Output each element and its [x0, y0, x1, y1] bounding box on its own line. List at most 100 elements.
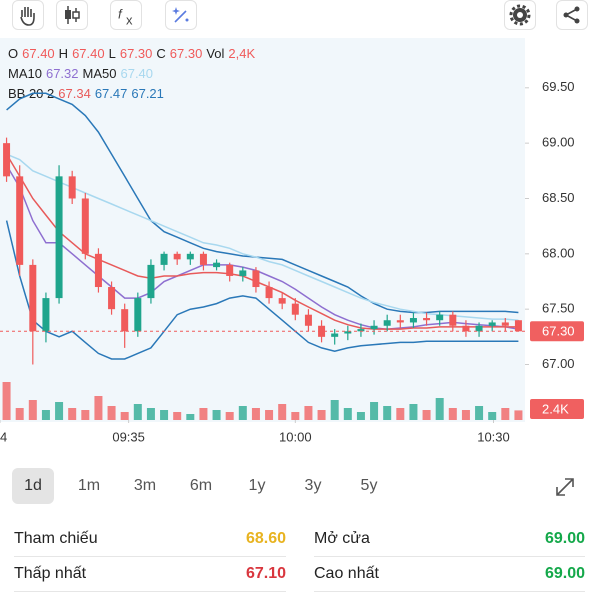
- volume-bar: [422, 410, 431, 420]
- volume-bar: [238, 406, 247, 420]
- volume-bar: [173, 412, 182, 420]
- bb-lower: [5, 220, 519, 360]
- volume-bar: [304, 406, 313, 420]
- stat-label: Tham chiếu: [14, 530, 98, 547]
- period-tab[interactable]: 3m: [133, 477, 157, 494]
- candle-body: [108, 287, 116, 310]
- stat-row: Thấp nhất 67.10: [14, 557, 286, 592]
- volume-bar: [2, 382, 11, 420]
- volume-bar: [343, 408, 352, 420]
- volume-bar: [15, 408, 24, 420]
- candle-body: [462, 325, 470, 332]
- stat-value: 68.60: [245, 530, 286, 547]
- candle-body: [68, 176, 76, 199]
- period-tabs: 1d 1m 3m 6m 1y 3y 5y: [12, 462, 592, 506]
- volume-bar: [291, 412, 300, 420]
- share-button[interactable]: [556, 0, 588, 30]
- candle-tool[interactable]: [56, 0, 88, 30]
- candle-body: [239, 270, 247, 276]
- y-tick-label: 68.50: [542, 190, 575, 205]
- y-tick-label: 67.50: [542, 301, 575, 316]
- stat-value: 67.10: [245, 565, 286, 582]
- candle-body: [501, 322, 509, 326]
- legend-item: C: [156, 46, 165, 61]
- candle-body: [121, 309, 129, 332]
- volume-bar: [160, 410, 169, 420]
- period-tab[interactable]: 1m: [77, 477, 101, 494]
- x-tick-label: 4: [0, 429, 7, 444]
- period-tab[interactable]: 6m: [189, 477, 213, 494]
- volume-bar: [317, 410, 326, 420]
- legend-item: MA50: [83, 66, 117, 81]
- legend-item: 67.30: [170, 46, 203, 61]
- period-tab[interactable]: 5y: [360, 477, 378, 494]
- volume-bar: [383, 406, 392, 420]
- stat-label: Mở cửa: [314, 530, 370, 547]
- volume-bar: [435, 398, 444, 420]
- candle-body: [357, 329, 365, 332]
- period-tab[interactable]: 1d: [12, 468, 54, 504]
- volume-bar: [330, 400, 339, 420]
- stat-value: 69.00: [544, 565, 585, 582]
- volume-bar: [28, 400, 37, 420]
- x-tick-label: 09:35: [112, 429, 145, 444]
- candle-body: [436, 314, 444, 321]
- volume-bar: [81, 410, 90, 420]
- candle-body: [16, 176, 24, 265]
- legend-item: 67.21: [131, 86, 164, 101]
- volume-bar: [501, 408, 510, 420]
- ohlc-legend: O 67.40 H 67.40 L 67.30 C 67.30 Vol 2,4K: [8, 46, 255, 61]
- candle-body: [55, 176, 63, 299]
- volume-bar: [448, 408, 457, 420]
- ma-line: [5, 164, 519, 330]
- stat-row: Tham chiếu 68.60: [14, 522, 286, 557]
- stat-row: Cao nhất 69.00: [314, 557, 585, 592]
- candle-body: [186, 253, 194, 260]
- svg-text:x: x: [126, 12, 133, 27]
- candle-body: [160, 253, 168, 265]
- legend-item: MA10: [8, 66, 42, 81]
- y-tick-label: 67.00: [542, 356, 575, 371]
- y-tick-label: 69.00: [542, 135, 575, 150]
- volume-bar: [68, 408, 77, 420]
- volume-bar: [278, 404, 287, 420]
- volume-bar: [186, 414, 195, 420]
- ma-legend: MA10 67.32 MA50 67.40: [8, 66, 153, 81]
- expand-button[interactable]: [552, 474, 578, 500]
- candle-body: [370, 325, 378, 330]
- candle-body: [278, 298, 286, 304]
- legend-item: 67.40: [72, 46, 105, 61]
- candle-body: [475, 325, 483, 332]
- bb-legend: BB 20 2 67.34 67.47 67.21: [8, 86, 164, 101]
- period-tab[interactable]: 3y: [304, 477, 322, 494]
- legend-item: 67.40: [22, 46, 55, 61]
- volume-bar: [370, 402, 379, 420]
- legend-item: 67.30: [120, 46, 153, 61]
- candle-body: [396, 320, 404, 323]
- candle-body: [29, 264, 37, 332]
- candle-body: [226, 264, 234, 276]
- candle-body: [173, 253, 181, 260]
- hand-tool[interactable]: [12, 0, 44, 30]
- bb-mid: [5, 153, 519, 330]
- candle-body: [318, 325, 326, 337]
- volume-bar: [107, 406, 116, 420]
- legend-item: 67.34: [58, 86, 91, 101]
- x-tick-label: 10:00: [279, 429, 312, 444]
- candle-body: [291, 303, 299, 315]
- volume-bar: [396, 408, 405, 420]
- candle-body: [488, 322, 496, 326]
- magic-tool[interactable]: [165, 0, 197, 30]
- period-tab[interactable]: 1y: [248, 477, 266, 494]
- volume-tag: [530, 399, 584, 419]
- legend-item: 67.32: [46, 66, 79, 81]
- candle-body: [3, 143, 11, 177]
- settings-button[interactable]: [504, 0, 536, 30]
- volume-bar: [55, 402, 64, 420]
- stat-value: 69.00: [544, 530, 585, 547]
- volume-bar: [133, 404, 142, 420]
- svg-text:f: f: [118, 6, 123, 21]
- x-tick-label: 10:30: [477, 429, 510, 444]
- volume-bar: [225, 412, 234, 420]
